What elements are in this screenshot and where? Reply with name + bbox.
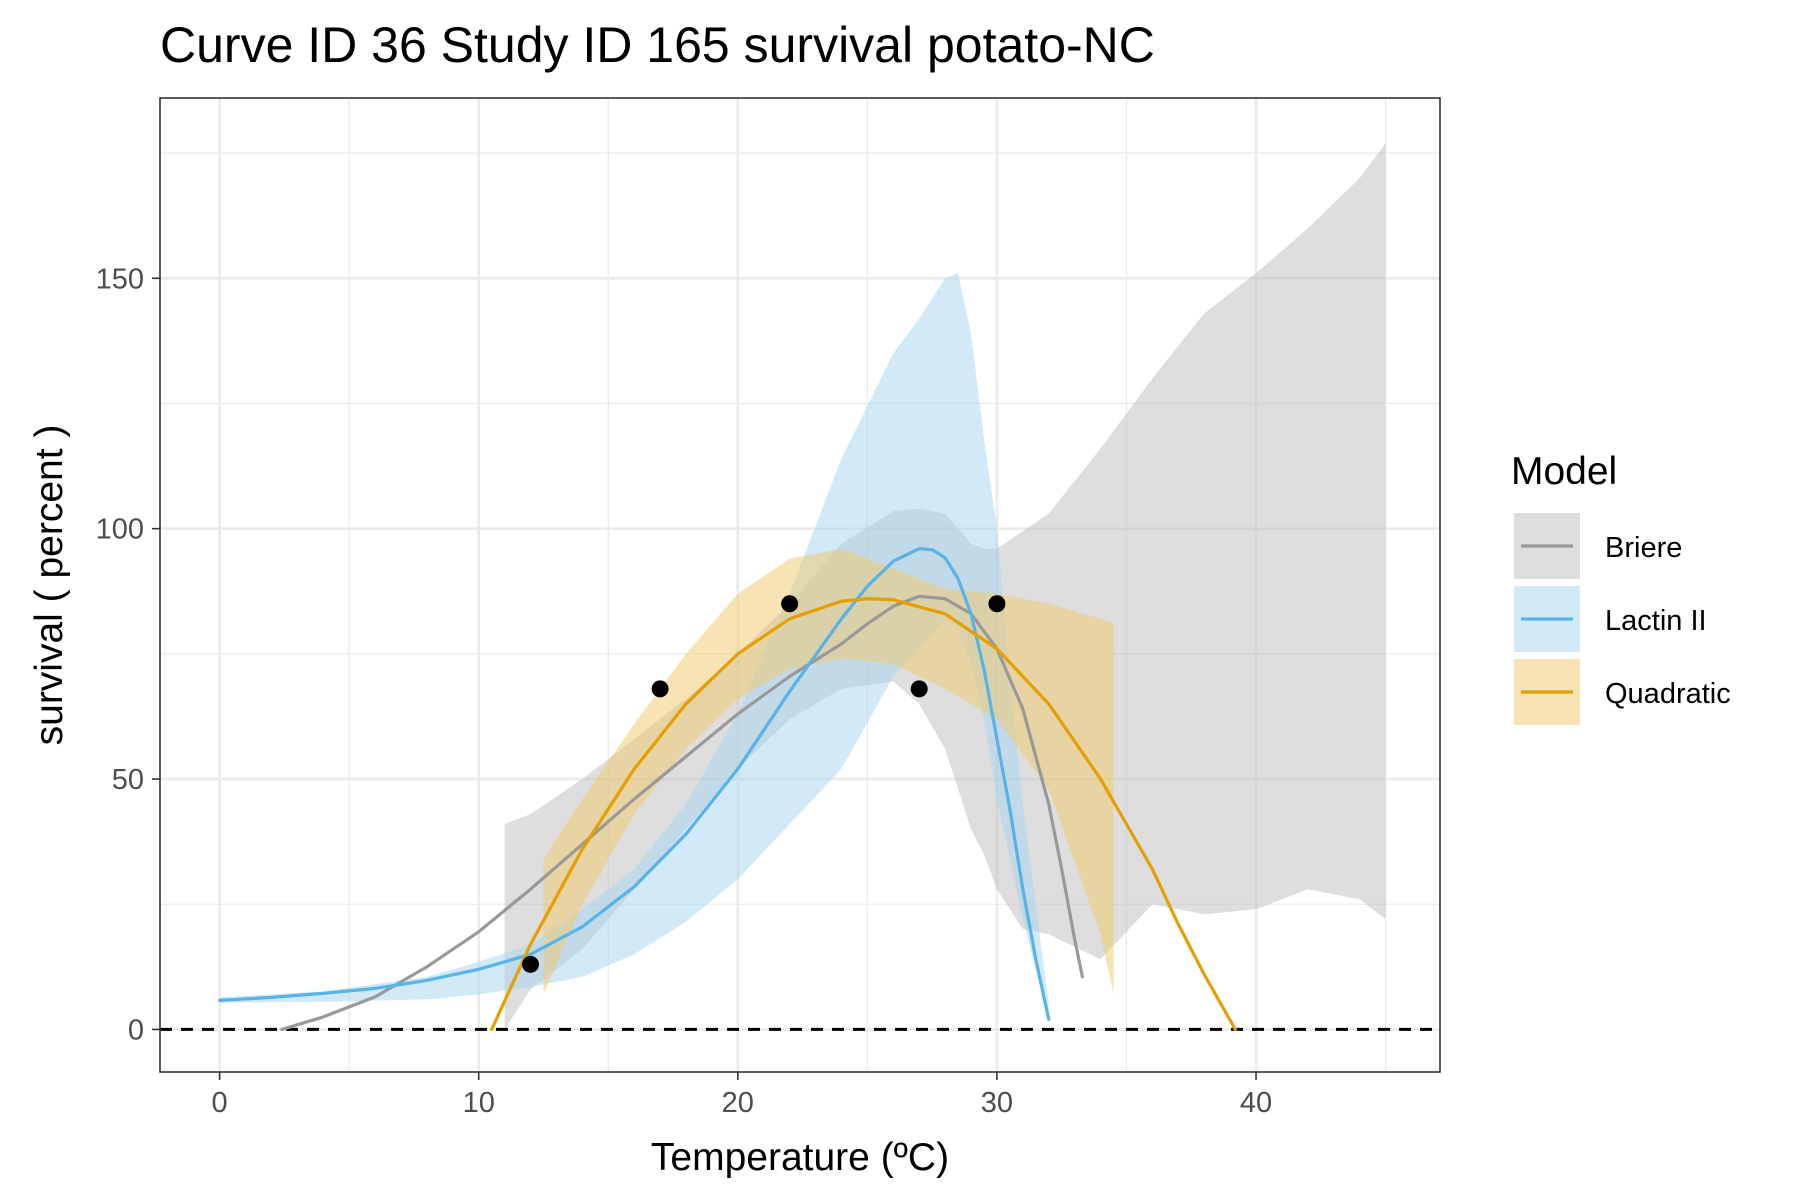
data-point xyxy=(988,595,1006,613)
y-axis-title: survival ( percent ) xyxy=(28,425,71,746)
x-tick-label: 20 xyxy=(722,1087,754,1119)
x-axis-title: Temperature (ºC) xyxy=(651,1136,949,1179)
x-tick-label: 30 xyxy=(981,1087,1013,1119)
data-point xyxy=(651,680,669,698)
legend-title: Model xyxy=(1511,450,1617,493)
legend-label-briere: Briere xyxy=(1605,532,1682,564)
legend: Model Briere Lactin II Quadratic xyxy=(1511,450,1731,725)
x-tick-label: 40 xyxy=(1240,1087,1272,1119)
y-tick-label: 50 xyxy=(112,764,144,796)
legend-label-lactin-ii: Lactin II xyxy=(1605,605,1707,637)
y-tick-label: 100 xyxy=(96,514,144,546)
plot-panel-border xyxy=(159,97,1441,1073)
legend-key-lactin-ii xyxy=(1514,586,1580,652)
quadratic-curve xyxy=(490,597,1237,1032)
legend-label-quadratic: Quadratic xyxy=(1605,678,1731,710)
y-tick-label: 0 xyxy=(128,1014,144,1046)
briere-curve xyxy=(280,594,1085,1032)
axes: 0 10 20 30 40 0 50 100 150 xyxy=(96,263,1273,1119)
lactin-ii-curve xyxy=(217,547,1051,1022)
x-tick-label: 0 xyxy=(212,1087,228,1119)
lactin-ii-confidence-band xyxy=(219,273,1049,1020)
model-curves xyxy=(217,547,1237,1032)
legend-key-briere xyxy=(1514,513,1580,579)
data-point xyxy=(781,595,799,613)
observed-points xyxy=(522,595,1006,973)
x-tick-label: 10 xyxy=(463,1087,495,1119)
legend-key-quadratic xyxy=(1514,659,1580,725)
confidence-bands xyxy=(219,143,1386,1030)
chart-title: Curve ID 36 Study ID 165 survival potato… xyxy=(160,17,1155,73)
quadratic-confidence-band xyxy=(543,548,1114,995)
data-point xyxy=(522,955,540,973)
data-point xyxy=(910,680,928,698)
y-tick-label: 150 xyxy=(96,263,144,295)
